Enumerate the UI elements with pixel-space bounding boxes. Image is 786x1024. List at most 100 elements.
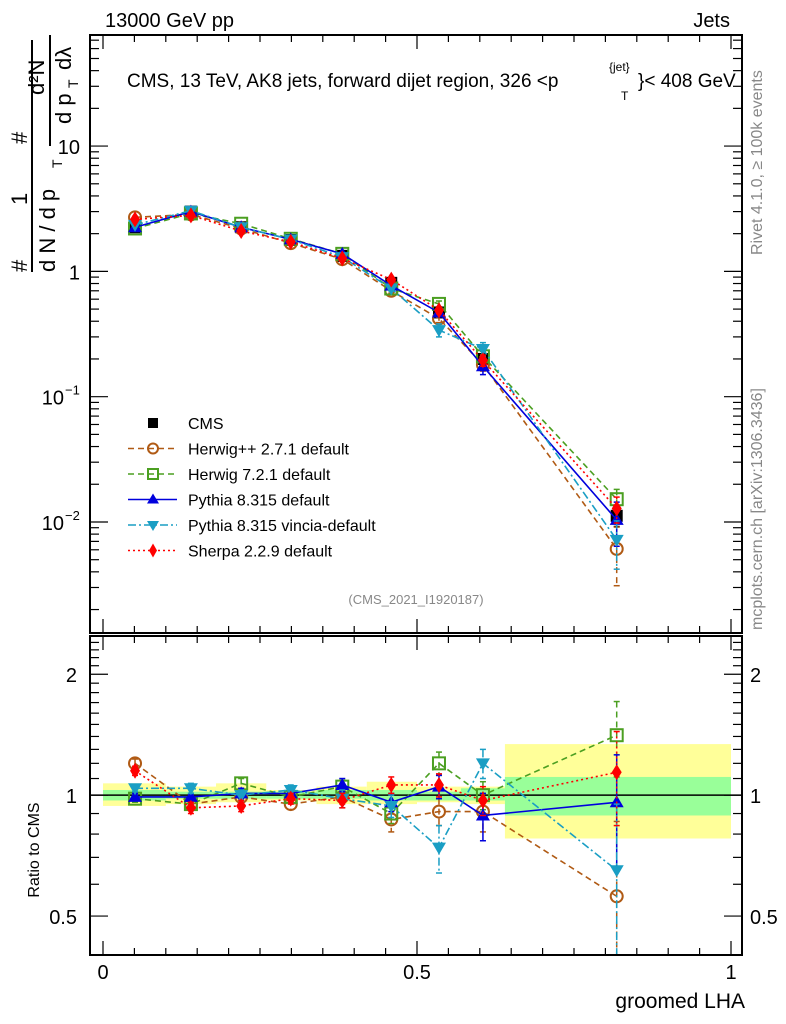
ratio-data-point <box>609 795 624 808</box>
ylabel-dp: d p <box>51 93 76 124</box>
main-y-tick-label: 10 <box>58 137 80 159</box>
ratio-data-point <box>431 842 446 855</box>
legend-label: Herwig++ 2.7.1 default <box>188 442 350 459</box>
ratio-y-axis-label: Ratio to CMS <box>26 802 43 897</box>
ylabel-denominator-sub: T <box>49 159 65 168</box>
main-data-point <box>337 250 348 267</box>
ratio-data-point <box>337 792 348 809</box>
main-data-point <box>611 500 622 517</box>
legend-marker <box>147 442 159 455</box>
legend-item: Herwig++ 2.7.1 default <box>128 442 350 459</box>
ratio-y-tick-label-left: 2 <box>66 665 77 687</box>
main-data-point <box>185 207 196 224</box>
ylabel-hash-mid: # <box>7 131 32 144</box>
legend-marker <box>147 468 159 480</box>
ratio-data-point <box>431 804 446 819</box>
ratio-y-tick-label-left: 1 <box>66 786 77 808</box>
legend-marker <box>147 521 159 531</box>
legend-item: CMS <box>148 416 224 433</box>
ylabel-one: 1 <box>7 193 32 205</box>
main-series-2 <box>128 206 624 512</box>
ratio-data-point <box>386 776 397 793</box>
main-y-axis-label: # 1 d N / d p T # d²N d p T dλ <box>7 35 81 272</box>
ratio-data-point <box>183 789 198 802</box>
ylabel-dlambda: dλ <box>51 47 76 70</box>
ratio-data-point <box>130 762 141 779</box>
x-tick-label: 0.5 <box>403 962 431 984</box>
ratio-data-point <box>335 777 350 790</box>
legend-label: Pythia 8.315 vincia-default <box>188 518 376 535</box>
ratio-data-point <box>611 764 622 781</box>
ratio-y-tick-label-left: 0.5 <box>49 907 77 929</box>
title-subscript: T <box>621 89 629 103</box>
analysis-watermark: (CMS_2021_I1920187) <box>348 592 483 607</box>
ratio-data-point <box>433 776 444 793</box>
main-series-line <box>134 214 618 510</box>
main-y-tick-label: 1 <box>69 262 80 284</box>
mcplots-label: mcplots.cern.ch [arXiv:1306.3436] <box>749 388 766 630</box>
x-axis-label: groomed LHA <box>615 990 745 1013</box>
main-series-line <box>134 209 618 541</box>
ratio-data-point <box>475 808 490 821</box>
ratio-data-point <box>609 728 624 743</box>
main-data-point <box>433 302 444 319</box>
ylabel-d2n: d²N <box>24 60 49 95</box>
title-prefix: CMS, 13 TeV, AK8 jets, forward dijet reg… <box>127 71 558 92</box>
main-data-point <box>384 283 399 296</box>
ylabel-hash-left: # <box>7 259 32 272</box>
main-series-layer <box>128 204 624 587</box>
ylabel-denominator: d N / d p <box>35 189 60 272</box>
title-superscript: {jet} <box>609 60 630 74</box>
legend-marker <box>147 493 159 504</box>
ratio-series-4 <box>130 730 622 827</box>
header-right-label: Jets <box>693 10 730 32</box>
x-tick-label: 1 <box>725 962 736 984</box>
ratio-data-point <box>185 799 196 816</box>
main-y-tick-label: 10 <box>42 388 64 410</box>
ratio-data-point <box>236 797 247 814</box>
ratio-data-point <box>609 865 624 878</box>
rivet-version-label: Rivet 4.1.0, ≥ 100k events <box>749 70 766 255</box>
ratio-data-point <box>285 790 296 807</box>
main-data-point <box>431 325 446 338</box>
legend-label: Herwig 7.2.1 default <box>188 467 331 484</box>
header-left-label: 13000 GeV pp <box>105 10 234 32</box>
main-series-5 <box>130 207 622 524</box>
ratio-data-point <box>431 756 446 771</box>
ylabel-dp-sub: T <box>65 79 81 88</box>
main-data-point <box>236 223 247 240</box>
main-data-point <box>609 534 624 547</box>
main-title: CMS, 13 TeV, AK8 jets, forward dijet reg… <box>127 71 558 92</box>
ratio-y-tick-label-right: 1 <box>750 786 761 808</box>
ratio-data-point <box>384 800 399 813</box>
main-plot-frame <box>89 34 743 634</box>
legend-item: Herwig 7.2.1 default <box>128 467 331 484</box>
ratio-data-point <box>234 790 249 803</box>
legend-item: Pythia 8.315 vincia-default <box>128 518 376 535</box>
ratio-data-point <box>183 783 198 796</box>
title-suffix: }< 408 GeV <box>638 71 736 92</box>
legend-marker <box>148 418 158 428</box>
ratio-y-tick-label-right: 2 <box>750 665 761 687</box>
ratio-y-tick-label-right: 0.5 <box>750 907 778 929</box>
legend-item: Pythia 8.315 default <box>128 493 330 510</box>
main-y-tick-exponent: −2 <box>65 508 80 523</box>
legend-label: CMS <box>188 416 224 433</box>
ratio-series-layer <box>128 700 624 956</box>
x-tick-label: 0 <box>97 962 108 984</box>
main-data-point <box>386 271 397 288</box>
ratio-data-point <box>477 792 488 809</box>
main-data-point <box>477 352 488 369</box>
legend-label: Pythia 8.315 default <box>188 493 330 510</box>
legend-marker <box>149 543 157 558</box>
main-y-tick-exponent: −1 <box>65 383 80 398</box>
legend: CMS Herwig++ 2.7.1 default Herwig 7.2.1 de… <box>128 416 376 561</box>
ratio-data-point <box>128 789 143 802</box>
ratio-uncertainty-bands <box>90 744 742 839</box>
legend-item: Sherpa 2.2.9 default <box>128 543 333 561</box>
legend-label: Sherpa 2.2.9 default <box>188 544 333 561</box>
main-y-tick-label: 10 <box>42 513 64 535</box>
main-data-point <box>130 211 141 228</box>
